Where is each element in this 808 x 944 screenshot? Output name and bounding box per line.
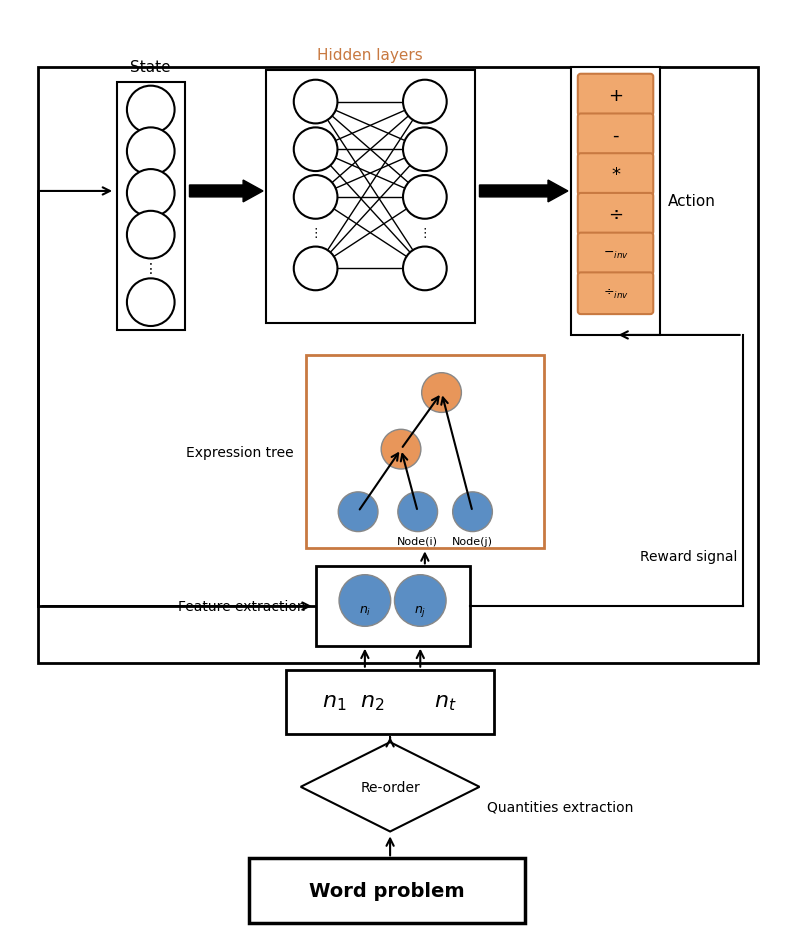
Text: ⋮: ⋮ xyxy=(144,262,158,276)
Text: $n_i$: $n_i$ xyxy=(359,604,371,617)
Text: ⋮: ⋮ xyxy=(309,227,322,240)
Text: Node(i): Node(i) xyxy=(398,536,438,546)
Text: $\div_{inv}$: $\div_{inv}$ xyxy=(603,287,629,300)
Text: $n_1$  $n_2$       $n_t$: $n_1$ $n_2$ $n_t$ xyxy=(322,692,458,712)
Text: +: + xyxy=(608,87,623,105)
Polygon shape xyxy=(301,742,479,832)
Circle shape xyxy=(403,247,447,291)
Text: ÷: ÷ xyxy=(608,206,623,224)
Bar xyxy=(570,68,660,335)
Bar xyxy=(37,68,758,663)
Circle shape xyxy=(403,128,447,172)
Circle shape xyxy=(339,575,391,627)
Bar xyxy=(316,566,469,646)
Text: $n_j$: $n_j$ xyxy=(415,603,427,618)
FancyBboxPatch shape xyxy=(578,154,654,195)
Circle shape xyxy=(127,128,175,176)
Text: *: * xyxy=(611,166,620,184)
Circle shape xyxy=(294,176,338,220)
Text: Node(j): Node(j) xyxy=(452,536,493,546)
Text: State: State xyxy=(130,59,171,75)
FancyBboxPatch shape xyxy=(578,114,654,156)
Circle shape xyxy=(127,211,175,260)
Polygon shape xyxy=(190,181,263,203)
FancyBboxPatch shape xyxy=(578,233,654,275)
Circle shape xyxy=(339,493,378,532)
Circle shape xyxy=(452,493,492,532)
Bar xyxy=(286,670,494,734)
Polygon shape xyxy=(479,181,568,203)
Text: Word problem: Word problem xyxy=(309,881,465,901)
Text: Action: Action xyxy=(668,194,716,210)
Bar xyxy=(305,356,544,548)
Circle shape xyxy=(127,279,175,327)
Circle shape xyxy=(127,170,175,217)
Circle shape xyxy=(294,247,338,291)
Circle shape xyxy=(381,430,421,469)
Circle shape xyxy=(403,80,447,125)
Bar xyxy=(266,71,474,324)
Circle shape xyxy=(294,128,338,172)
Text: ⋮: ⋮ xyxy=(419,227,431,240)
Text: Expression tree: Expression tree xyxy=(186,446,294,459)
Circle shape xyxy=(422,373,461,413)
FancyBboxPatch shape xyxy=(578,75,654,116)
Bar xyxy=(249,858,525,923)
Circle shape xyxy=(403,176,447,220)
Text: Hidden layers: Hidden layers xyxy=(318,48,423,62)
Text: Re-order: Re-order xyxy=(360,780,420,794)
Circle shape xyxy=(398,493,438,532)
Circle shape xyxy=(127,87,175,134)
Text: Feature extraction: Feature extraction xyxy=(178,599,305,614)
Text: Reward signal: Reward signal xyxy=(640,549,738,564)
Circle shape xyxy=(394,575,446,627)
Text: $-_{inv}$: $-_{inv}$ xyxy=(603,247,629,261)
Circle shape xyxy=(294,80,338,125)
FancyBboxPatch shape xyxy=(578,194,654,235)
Bar xyxy=(117,83,184,330)
Text: Quantities extraction: Quantities extraction xyxy=(487,800,633,814)
Text: -: - xyxy=(612,126,619,144)
FancyBboxPatch shape xyxy=(578,273,654,314)
